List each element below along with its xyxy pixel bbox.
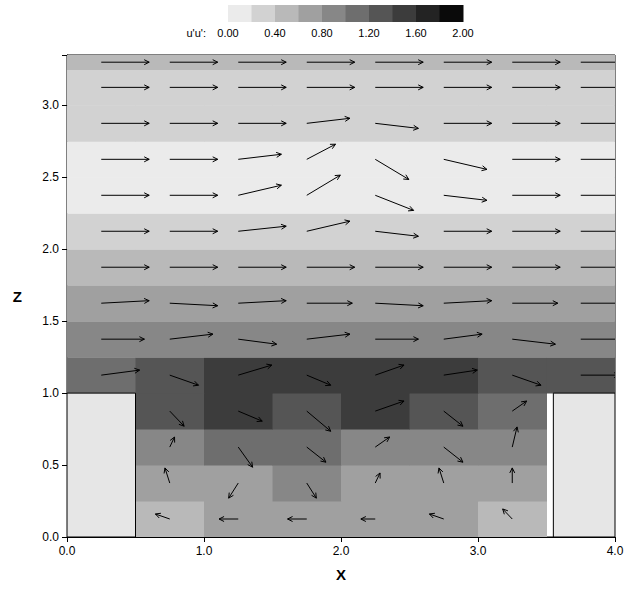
svg-text:X: X [336,566,346,583]
svg-text:3.0: 3.0 [470,544,487,558]
svg-text:1.20: 1.20 [358,27,379,39]
svg-text:3.0: 3.0 [42,98,59,112]
svg-text:0.80: 0.80 [311,27,332,39]
svg-text:0.0: 0.0 [42,530,59,544]
svg-text:1.60: 1.60 [405,27,426,39]
svg-text:2.0: 2.0 [333,544,350,558]
svg-text:1.0: 1.0 [42,386,59,400]
svg-text:2.5: 2.5 [42,170,59,184]
svg-text:2.00: 2.00 [452,27,473,39]
svg-text:Z: Z [13,288,22,305]
svg-text:4.0: 4.0 [607,544,624,558]
svg-text:0.0: 0.0 [59,544,76,558]
svg-text:0.40: 0.40 [264,27,285,39]
svg-text:0.00: 0.00 [217,27,238,39]
svg-text:2.0: 2.0 [42,242,59,256]
svg-text:0.5: 0.5 [42,458,59,472]
svg-text:u'u':: u'u': [187,27,207,39]
svg-text:1.0: 1.0 [196,544,213,558]
svg-text:1.5: 1.5 [42,314,59,328]
